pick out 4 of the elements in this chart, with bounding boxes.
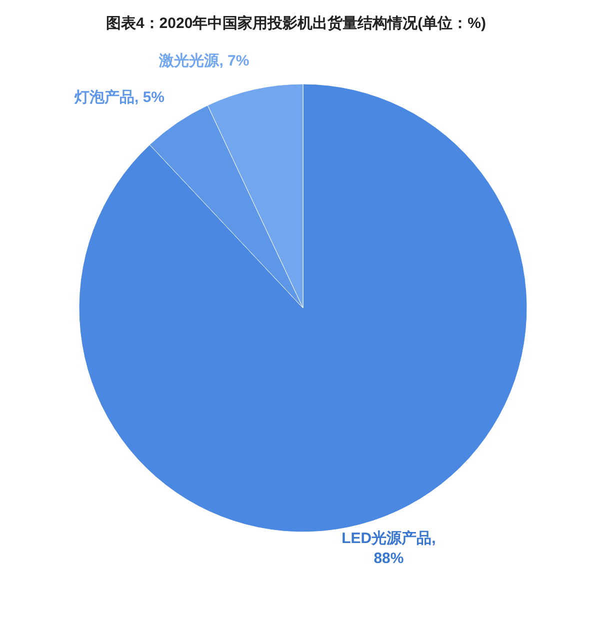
slice-label: 激光光源, 7% — [158, 52, 250, 70]
chart-title: 图表4：2020年中国家用投影机出货量结构情况(单位：%) — [106, 14, 486, 32]
slice-label: 灯泡产品, 5% — [73, 89, 165, 106]
slice-label: LED光源产品, 88% — [340, 529, 437, 570]
